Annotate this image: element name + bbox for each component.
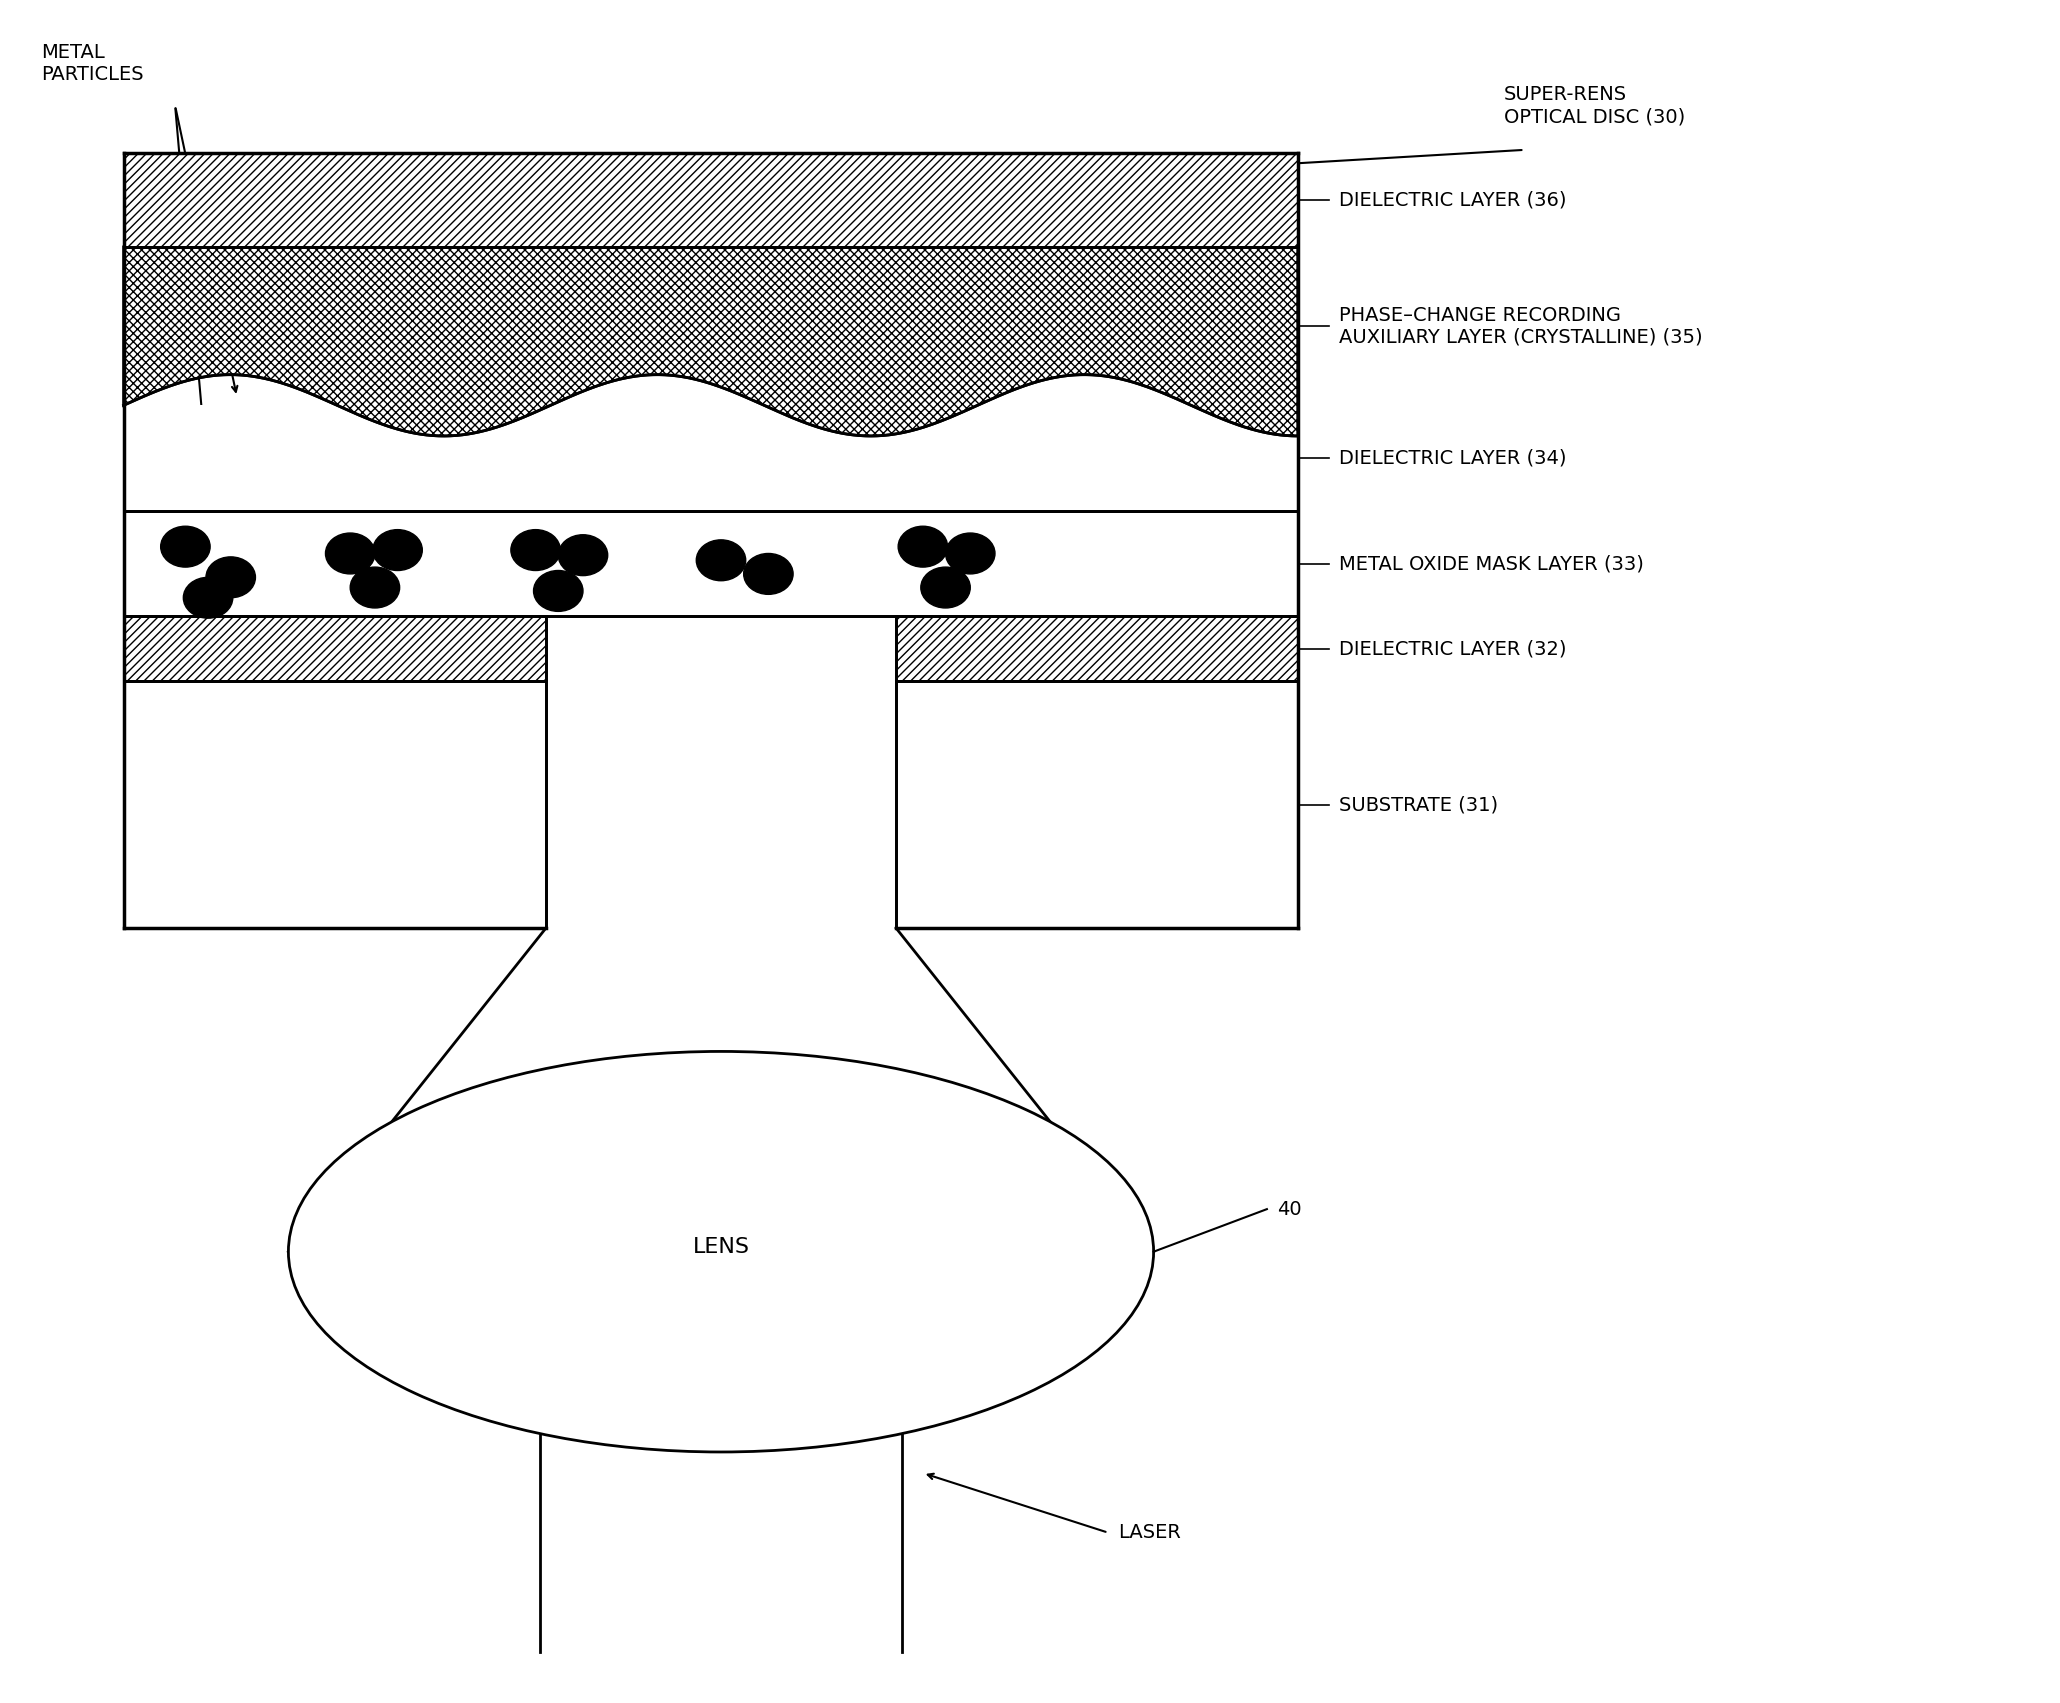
Circle shape [206,557,255,598]
Bar [124,511,1298,616]
Bar [124,153,1298,247]
Text: LENS: LENS [692,1236,750,1257]
Circle shape [325,533,375,574]
Polygon shape [124,247,1298,436]
Circle shape [744,553,793,594]
Circle shape [161,526,210,567]
Text: SUBSTRATE (31): SUBSTRATE (31) [1339,795,1498,814]
Circle shape [534,571,583,611]
Circle shape [511,530,560,571]
Text: PHASE–CHANGE RECORDING
AUXILIARY LAYER (CRYSTALLINE) (35): PHASE–CHANGE RECORDING AUXILIARY LAYER (… [1339,305,1704,347]
Circle shape [696,540,746,581]
Circle shape [898,526,948,567]
Bar [896,681,1298,928]
Text: METAL OXIDE MASK LAYER (33): METAL OXIDE MASK LAYER (33) [1339,553,1644,574]
Text: DIELECTRIC LAYER (34): DIELECTRIC LAYER (34) [1339,448,1566,468]
Bar [896,616,1298,681]
Bar [124,681,546,928]
Text: SUPER-RENS
OPTICAL DISC (30): SUPER-RENS OPTICAL DISC (30) [1504,85,1685,126]
Bar [124,616,546,681]
Text: 40: 40 [1277,1199,1302,1219]
Text: DIELECTRIC LAYER (36): DIELECTRIC LAYER (36) [1339,191,1566,209]
Text: METAL
PARTICLES: METAL PARTICLES [41,43,144,83]
Text: DIELECTRIC LAYER (32): DIELECTRIC LAYER (32) [1339,639,1566,659]
Circle shape [350,567,400,608]
Circle shape [946,533,995,574]
Circle shape [921,567,970,608]
Circle shape [373,530,422,571]
Ellipse shape [288,1051,1154,1453]
Circle shape [558,535,608,576]
Text: LASER: LASER [1119,1522,1182,1543]
Bar [124,405,1298,511]
Circle shape [183,577,233,618]
